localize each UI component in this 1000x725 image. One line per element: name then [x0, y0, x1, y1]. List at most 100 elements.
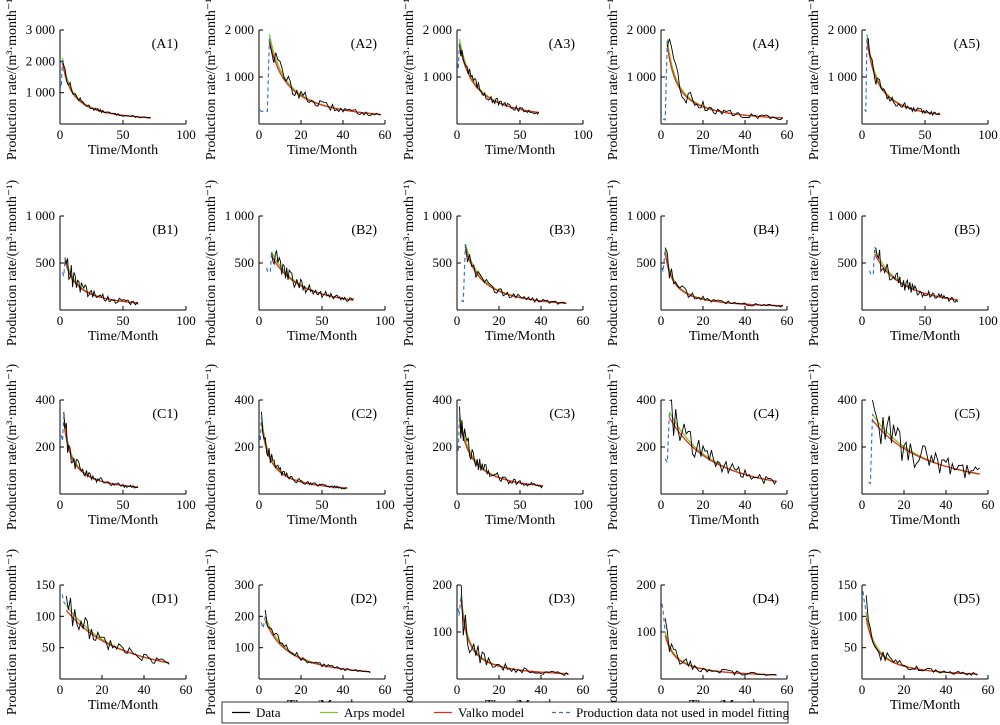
y-tick-label: 500 — [36, 255, 56, 270]
x-tick-label: 20 — [96, 682, 109, 697]
x-tick-label: 60 — [781, 682, 794, 697]
x-tick-label: 40 — [138, 682, 151, 697]
arps-model-line — [668, 411, 777, 483]
x-tick-label: 0 — [859, 682, 866, 697]
valko-model-line — [264, 620, 371, 673]
x-tick-label: 20 — [898, 682, 911, 697]
x-tick-label: 100 — [176, 497, 196, 512]
legend-label-not_used: Production data not used in model fittin… — [576, 705, 790, 720]
data-line — [459, 406, 544, 489]
x-tick-label: 100 — [176, 127, 196, 142]
not-used-data-line — [259, 34, 271, 112]
x-axis-title: Time/Month — [88, 143, 158, 158]
x-tick-label: 100 — [573, 497, 593, 512]
y-tick-label: 200 — [36, 439, 56, 454]
not-used-data-line — [457, 594, 462, 616]
valko-model-line — [61, 62, 151, 119]
x-tick-label: 0 — [454, 127, 461, 142]
x-axis-title: Time/Month — [287, 513, 357, 528]
not-used-data-line — [664, 411, 670, 465]
y-axis-title: Production rate/(m³·month⁻¹) — [5, 0, 20, 160]
valko-model-line — [664, 635, 777, 676]
arps-model-line — [464, 244, 567, 305]
x-tick-label: 40 — [739, 682, 752, 697]
x-tick-label: 0 — [658, 497, 665, 512]
x-axis-title: Time/Month — [890, 698, 960, 713]
data-line — [459, 44, 540, 115]
y-tick-label: 1 000 — [26, 85, 55, 100]
x-tick-label: 60 — [379, 682, 392, 697]
x-tick-label: 0 — [57, 127, 64, 142]
x-axis-title: Time/Month — [287, 143, 357, 158]
subplot-b5: 0 50 100 500 1 000 Time/Month Production rate/… — [807, 180, 998, 347]
x-tick-label: 40 — [739, 313, 752, 328]
y-tick-label: 1 000 — [828, 69, 857, 84]
y-tick-label: 100 — [235, 640, 255, 655]
x-tick-label: 40 — [739, 127, 752, 142]
y-axis-title: Production rate/(m³·month⁻¹) — [402, 180, 417, 347]
y-axis-title: Production rate/(m³·month⁻¹) — [807, 0, 822, 160]
panel-label: (D3) — [549, 592, 576, 607]
x-tick-label: 60 — [577, 313, 590, 328]
y-axis-title: Production rate/(m³·month⁻¹) — [606, 549, 621, 716]
data-line — [865, 595, 978, 676]
data-line — [64, 258, 139, 306]
not-used-data-line — [260, 616, 266, 631]
arps-model-line — [65, 604, 170, 664]
subplot-a4: 0 20 40 60 1 000 2 000 Time/Month Production ra… — [606, 0, 794, 160]
y-tick-label: 400 — [838, 392, 858, 407]
x-axis-title: Time/Month — [485, 513, 555, 528]
y-tick-label: 3 000 — [26, 22, 55, 37]
y-axis-title: Production rate/(m³·month⁻¹) — [606, 180, 621, 347]
valko-model-line — [871, 419, 980, 475]
x-tick-label: 0 — [658, 682, 665, 697]
panel-label: (B4) — [753, 223, 779, 238]
panel-label: (A2) — [351, 37, 378, 52]
arps-model-line — [664, 631, 777, 676]
y-tick-label: 500 — [235, 255, 255, 270]
subplot-d1: 0 20 40 60 50 100 150 Time/Month Production rate… — [5, 549, 193, 716]
y-axis-title: Production rate/(m³·month⁻¹) — [204, 0, 219, 160]
x-axis-title: Time/Month — [485, 143, 555, 158]
not-used-data-line — [266, 251, 273, 273]
valko-model-line — [271, 255, 354, 301]
data-line — [464, 244, 567, 305]
y-tick-label: 1 000 — [26, 208, 55, 223]
x-tick-label: 100 — [176, 313, 196, 328]
subplot-a1: 0 50 100 1 000 2 000 3 000 Time/Month Productio… — [5, 0, 196, 160]
panel-label: (C2) — [351, 407, 377, 422]
x-tick-label: 20 — [295, 127, 308, 142]
x-tick-label: 0 — [859, 127, 866, 142]
y-tick-label: 1 000 — [627, 69, 656, 84]
arps-model-line — [874, 249, 958, 301]
x-tick-label: 60 — [982, 497, 995, 512]
y-axis-title: Production rate/(m³·month⁻¹) — [807, 364, 822, 531]
x-axis-title: Time/Month — [88, 698, 158, 713]
valko-model-line — [464, 248, 567, 304]
y-tick-label: 1 000 — [627, 208, 656, 223]
y-tick-label: 200 — [235, 608, 255, 623]
y-axis-title: Production rate/(m³·month⁻¹) — [402, 364, 417, 531]
not-used-data-line — [259, 416, 263, 442]
x-tick-label: 50 — [316, 313, 329, 328]
y-tick-label: 1 000 — [225, 208, 254, 223]
y-axis-title: Production rate/(m³·month⁻¹) — [5, 180, 20, 347]
x-tick-label: 60 — [379, 127, 392, 142]
valko-model-line — [666, 45, 783, 119]
x-tick-label: 0 — [454, 497, 461, 512]
not-used-data-line — [60, 58, 64, 88]
x-axis-title: Time/Month — [485, 329, 555, 344]
y-tick-label: 100 — [433, 624, 453, 639]
subplot-b2: 0 50 100 500 1 000 Time/Month Production rate/… — [204, 180, 395, 347]
x-tick-label: 0 — [57, 313, 64, 328]
y-tick-label: 50 — [42, 640, 55, 655]
y-axis-title: Production rate/(m³·month⁻¹) — [606, 0, 621, 160]
valko-model-line — [268, 40, 381, 116]
x-tick-label: 50 — [919, 127, 932, 142]
y-tick-label: 100 — [36, 608, 56, 623]
valko-model-line — [874, 253, 958, 301]
panel-label: (D5) — [954, 592, 981, 607]
x-axis-title: Time/Month — [890, 143, 960, 158]
